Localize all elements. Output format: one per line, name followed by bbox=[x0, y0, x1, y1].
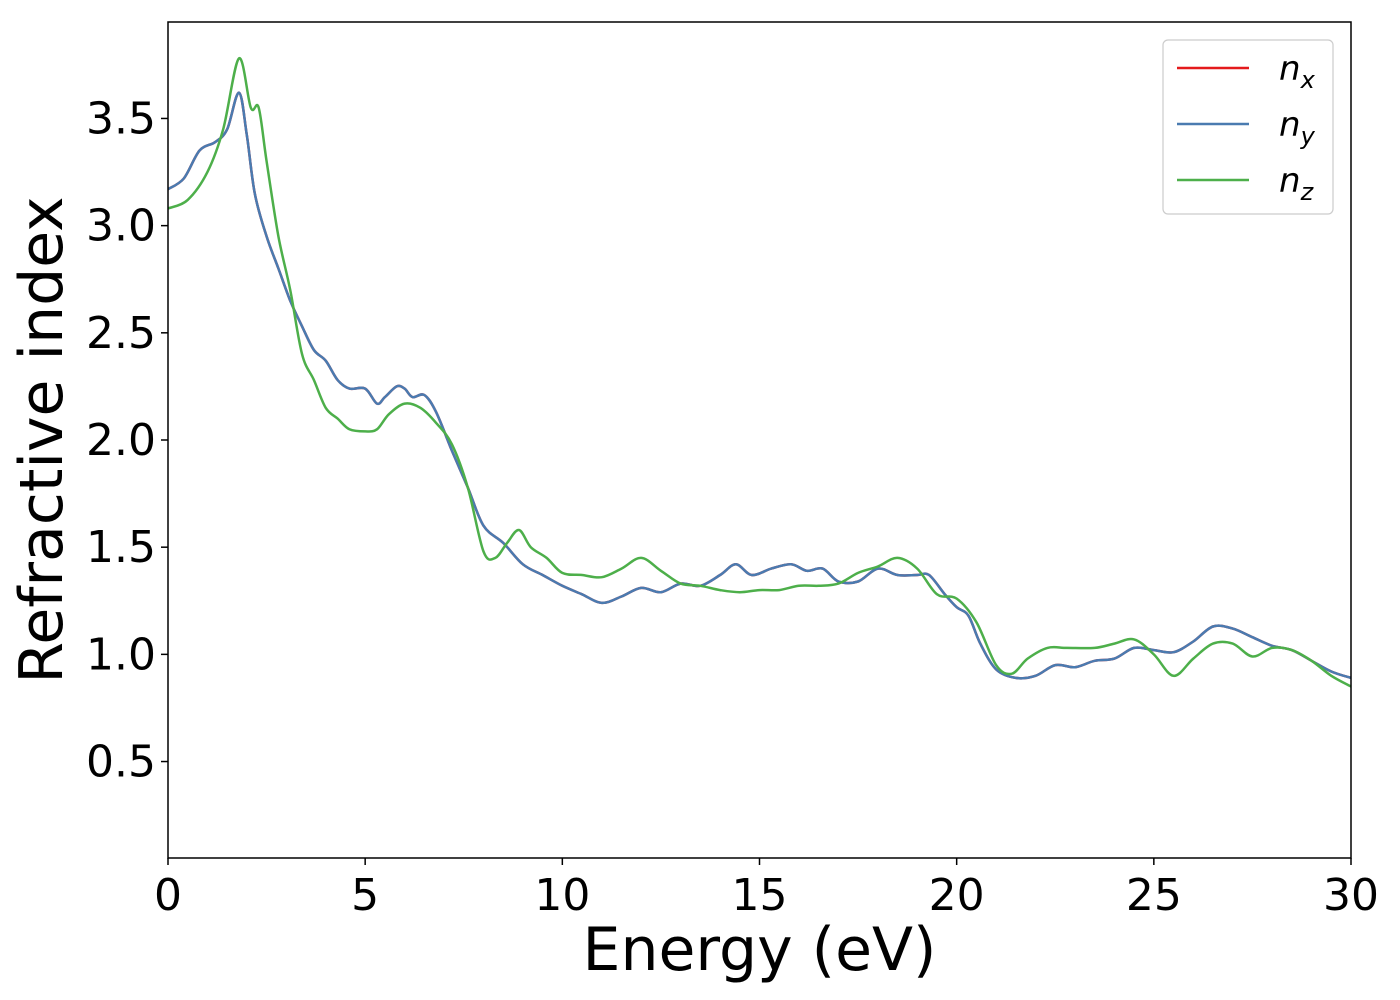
y-tick-label: 1.5 bbox=[86, 522, 156, 573]
y-tick-label: 0.5 bbox=[86, 737, 156, 788]
series-line-n-z bbox=[168, 57, 1351, 688]
x-tick-label: 20 bbox=[929, 870, 985, 921]
y-tick-label: 3.0 bbox=[86, 201, 156, 252]
x-tick-label: 15 bbox=[732, 870, 788, 921]
y-tick-label: 2.0 bbox=[86, 415, 156, 466]
legend: nx ny nz bbox=[1162, 39, 1334, 215]
x-axis: 0 5 10 15 20 25 30 bbox=[154, 858, 1379, 921]
x-tick-label: 25 bbox=[1126, 870, 1182, 921]
y-tick-label: 3.5 bbox=[86, 93, 156, 144]
legend-label: nz bbox=[1279, 161, 1315, 206]
y-tick-label: 1.0 bbox=[86, 629, 156, 680]
x-axis-label: Energy (eV) bbox=[583, 915, 937, 985]
y-axis: 0.5 1.0 1.5 2.0 2.5 3.0 3.5 bbox=[86, 93, 168, 788]
x-tick-label: 0 bbox=[154, 870, 182, 921]
x-tick-label: 10 bbox=[534, 870, 590, 921]
plot-area bbox=[168, 57, 1351, 688]
x-tick-label: 30 bbox=[1323, 870, 1379, 921]
legend-label: ny bbox=[1279, 105, 1316, 150]
legend-box bbox=[1162, 39, 1334, 215]
legend-label: nx bbox=[1279, 49, 1316, 94]
x-tick-label: 5 bbox=[351, 870, 379, 921]
y-tick-label: 2.5 bbox=[86, 308, 156, 359]
y-axis-label: Refractive index bbox=[7, 196, 77, 683]
